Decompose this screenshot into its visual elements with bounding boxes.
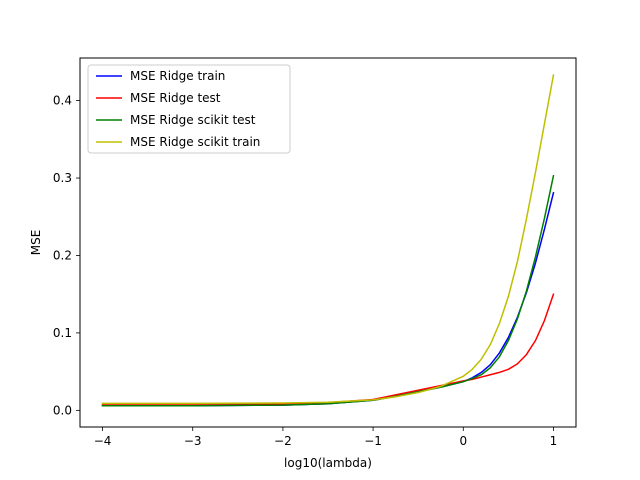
y-axis-label: MSE [29, 230, 43, 256]
series-line-3 [101, 74, 555, 405]
legend-box [87, 64, 291, 154]
x-tick-label: −2 [274, 434, 292, 448]
x-tick-label: 1 [550, 434, 558, 448]
y-tick-label: 0.4 [53, 94, 72, 108]
legend-entry-label: MSE Ridge train [130, 69, 225, 83]
y-axis-ticks: 0.0 0.1 0.2 0.3 0.4 [53, 94, 80, 417]
legend-entry-label: MSE Ridge test [130, 91, 221, 105]
y-tick-label: 0.3 [53, 171, 72, 185]
series-line-2 [101, 174, 555, 407]
y-tick-label: 0.1 [53, 326, 72, 340]
plot-frame [79, 57, 577, 428]
y-tick-label: 0.0 [53, 403, 72, 417]
x-tick-label: −3 [184, 434, 202, 448]
legend: MSE Ridge train MSE Ridge test MSE Ridge s… [87, 64, 291, 154]
legend-entry-label: MSE Ridge scikit test [130, 113, 256, 127]
x-axis-label: log10(lambda) [284, 456, 372, 470]
x-tick-label: −1 [364, 434, 382, 448]
x-tick-label: 0 [459, 434, 467, 448]
plot-lines [101, 74, 555, 407]
x-tick-label: −4 [94, 434, 112, 448]
legend-entry-label: MSE Ridge scikit train [130, 135, 260, 149]
x-axis-ticks: −4 −3 −2 −1 0 1 [94, 427, 558, 448]
y-tick-label: 0.2 [53, 248, 72, 262]
